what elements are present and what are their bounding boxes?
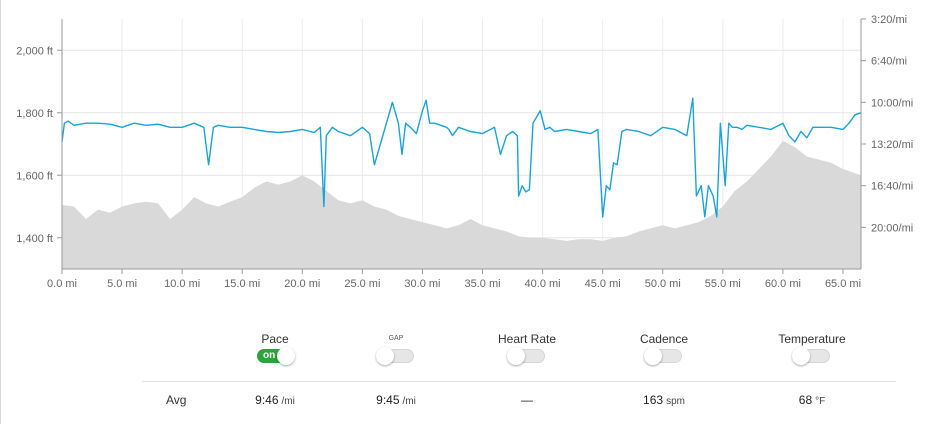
x-tick-label: 20.0 mi [284,278,320,290]
avg-pace: 9:46/mi [210,393,340,407]
elevation-area [62,140,861,269]
toggle-label-gap: GAP [388,335,404,342]
y-right-axis-ticks: 3:20/mi 6:40/mi 10:00/mi 13:20/mi 16:40/mi 20… [861,14,913,234]
metric-toggles: Pace on GAP Heart Rate Cadence Temperatu… [210,332,890,380]
y-left-tick-label: 1,600 ft [16,170,53,182]
y-left-tick-label: 1,800 ft [16,108,53,120]
table-divider [142,381,896,382]
avg-pace-unit: /mi [281,396,295,407]
avg-temperature-unit: °F [815,396,826,407]
toggle-knob [376,347,394,365]
y-right-tick-label: 6:40/mi [871,56,907,68]
avg-label: Avg [166,393,187,407]
toggle-knob [277,347,295,365]
avg-gap: 9:45/mi [331,393,461,407]
avg-temperature-value: 68 [798,393,813,407]
toggle-group-cadence: Cadence [599,332,729,368]
avg-pace-value: 9:46 [255,393,279,407]
y-left-tick-label: 1,400 ft [16,233,53,245]
x-tick-label: 45.0 mi [585,278,621,290]
x-tick-label: 30.0 mi [404,278,440,290]
x-tick-label: 10.0 mi [164,278,200,290]
avg-heart-rate-value: — [521,393,533,407]
y-left-tick-label: 2,000 ft [16,45,53,57]
avg-gap-unit: /mi [402,396,416,407]
heart-rate-toggle[interactable] [507,347,545,365]
avg-cadence-value: 163 [643,393,664,407]
avg-cadence: 163 spm [599,393,729,407]
toggle-knob [644,347,662,365]
toggle-label-temperature: Temperature [778,332,846,346]
x-tick-label: 15.0 mi [224,278,260,290]
y-right-tick-label: 10:00/mi [871,97,913,109]
toggle-knob [507,347,525,365]
x-tick-label: 55.0 mi [705,278,741,290]
x-tick-label: 40.0 mi [525,278,561,290]
gap-toggle[interactable] [376,347,414,365]
y-right-tick-label: 20:00/mi [871,222,913,234]
toggle-group-temperature: Temperature [747,332,877,368]
pace-toggle[interactable]: on [257,347,295,365]
x-tick-label: 0.0 mi [47,278,77,290]
toggle-label-cadence: Cadence [639,332,689,346]
elevation-pace-chart: 0.0 mi 5.0 mi 10.0 mi 15.0 mi 20.0 mi 25.0 mi… [16,14,913,290]
x-tick-label: 5.0 mi [107,278,137,290]
avg-heart-rate: — [462,393,592,407]
toggle-knob [792,347,810,365]
y-left-axis-ticks: 1,400 ft 1,600 ft 1,800 ft 2,000 ft [16,45,62,245]
pace-series [61,97,862,218]
x-tick-label: 25.0 mi [344,278,380,290]
temperature-toggle[interactable] [792,347,830,365]
x-tick-label: 65.0 mi [825,278,861,290]
x-tick-label: 60.0 mi [765,278,801,290]
toggle-label-pace: Pace [261,332,289,346]
left-border [0,0,1,424]
y-right-tick-label: 13:20/mi [871,139,913,151]
cadence-toggle[interactable] [644,347,682,365]
avg-cadence-unit: spm [666,396,685,407]
y-right-tick-label: 16:40/mi [871,181,913,193]
x-tick-label: 50.0 mi [645,278,681,290]
x-axis-ticks: 0.0 mi 5.0 mi 10.0 mi 15.0 mi 20.0 mi 25.0 mi… [47,269,861,290]
toggle-group-heart-rate: Heart Rate [462,332,592,368]
pace-line [61,97,862,218]
averages-row: Avg 9:46/mi 9:45/mi — 163 spm 68 °F [0,393,928,413]
avg-temperature: 68 °F [747,393,877,407]
toggle-group-gap: GAP [331,332,461,368]
toggle-on-text: on [263,350,276,361]
avg-gap-value: 9:45 [376,393,400,407]
y-right-tick-label: 3:20/mi [871,14,907,26]
x-tick-label: 35.0 mi [464,278,500,290]
elevation-series [62,140,861,269]
toggle-label-heart-rate: Heart Rate [497,332,557,346]
toggle-group-pace: Pace on [210,332,340,368]
